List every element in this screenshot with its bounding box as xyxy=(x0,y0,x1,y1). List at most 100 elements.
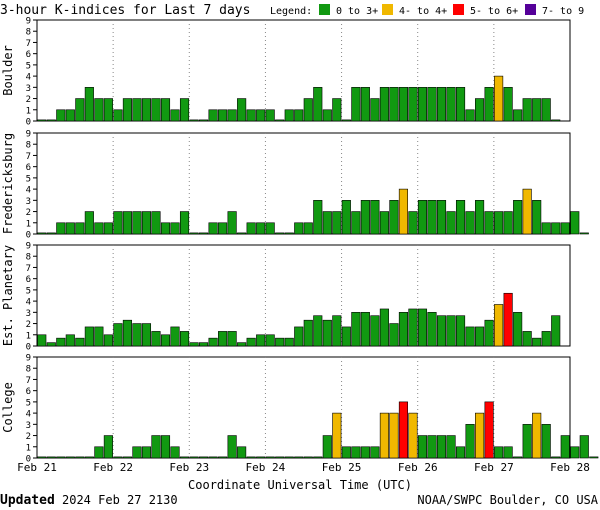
k-index-bar xyxy=(322,109,332,122)
k-index-bar xyxy=(237,446,247,459)
k-index-bar xyxy=(389,323,399,347)
k-index-bar xyxy=(379,412,389,459)
k-index-bar xyxy=(170,109,180,122)
k-index-bar xyxy=(265,109,275,122)
k-index-bar xyxy=(303,456,313,459)
k-index-bar xyxy=(436,315,447,347)
k-index-bar xyxy=(408,412,418,459)
k-index-bar xyxy=(179,331,190,347)
k-index-bar xyxy=(379,308,389,347)
k-index-bar xyxy=(541,98,551,122)
k-index-bar xyxy=(408,308,418,347)
k-index-bar xyxy=(522,98,532,122)
k-index-bar xyxy=(351,312,361,347)
k-index-bar xyxy=(227,211,237,235)
legend-item-label: 4- to 4+ xyxy=(399,6,447,17)
k-index-bar xyxy=(37,456,47,459)
k-index-bar xyxy=(541,222,551,235)
y-tick-label: 3 xyxy=(26,421,31,431)
x-tick-label: Feb 23 xyxy=(169,461,209,474)
k-index-bar xyxy=(160,435,171,459)
k-index-bar xyxy=(579,435,589,459)
k-index-bar xyxy=(389,412,399,459)
k-index-bar xyxy=(332,412,342,459)
k-index-bar xyxy=(189,456,199,459)
legend-swatch xyxy=(453,4,464,15)
y-tick-label: 8 xyxy=(26,141,31,151)
y-tick-label: 4 xyxy=(26,186,31,196)
k-index-bar xyxy=(351,446,361,459)
k-index-bar xyxy=(465,211,475,235)
k-index-bar xyxy=(513,456,523,459)
y-tick-label: 3 xyxy=(26,84,31,94)
k-index-bar xyxy=(265,222,275,235)
k-index-bar xyxy=(551,456,561,459)
k-index-bar xyxy=(503,292,513,347)
k-index-bar xyxy=(360,200,370,235)
k-index-bar xyxy=(199,232,209,235)
y-tick-label: 8 xyxy=(26,28,31,38)
k-index-bar xyxy=(189,342,199,347)
footer-credit: NOAA/SWPC Boulder, CO USA xyxy=(417,493,598,507)
y-tick-label: 9 xyxy=(26,242,31,252)
k-index-bar xyxy=(494,304,504,347)
k-index-bar xyxy=(313,87,323,122)
legend-item-label: 5- to 6+ xyxy=(470,6,518,17)
x-axis-day-labels: Feb 21 Feb 22 Feb 23 Feb 24 Feb 25 Feb 26 Feb … xyxy=(17,461,590,474)
k-index-bar xyxy=(475,98,485,122)
y-tick-label: 6 xyxy=(26,387,31,397)
k-index-bar xyxy=(141,211,152,235)
k-index-bar xyxy=(227,435,237,459)
k-index-bar xyxy=(322,211,332,235)
k-index-bar xyxy=(141,98,152,122)
k-index-bar xyxy=(284,232,294,235)
k-index-bar xyxy=(94,222,104,235)
k-index-bar xyxy=(275,456,285,459)
k-index-bar xyxy=(65,334,75,347)
legend-label: Legend: xyxy=(270,6,312,17)
k-index-bar xyxy=(465,424,475,459)
k-index-bar xyxy=(398,401,408,459)
k-index-bar xyxy=(436,87,447,122)
y-tick-label: 4 xyxy=(26,298,31,308)
k-index-bar xyxy=(284,456,294,459)
k-index-bar xyxy=(455,200,466,235)
panel-station-label: Fredericksburg xyxy=(1,133,15,234)
k-index-bar xyxy=(427,87,437,122)
k-index-bar xyxy=(141,323,152,347)
k-index-bar xyxy=(246,337,256,347)
k-index-bar xyxy=(370,200,380,235)
k-index-bar xyxy=(532,337,542,347)
k-index-bar xyxy=(484,211,494,235)
k-index-bar xyxy=(313,456,323,459)
k-index-bar xyxy=(132,98,142,122)
k-index-bar xyxy=(436,435,447,459)
k-index-bar xyxy=(46,119,56,122)
k-index-bar xyxy=(322,435,332,459)
y-tick-label: 1 xyxy=(26,331,31,341)
k-index-bar xyxy=(75,222,85,235)
k-index-bar xyxy=(132,446,142,459)
k-index-bar xyxy=(465,326,475,347)
k-index-bar xyxy=(237,98,247,122)
y-tick-label: 2 xyxy=(26,320,31,330)
k-index-bar xyxy=(446,315,456,347)
y-tick-label: 8 xyxy=(26,365,31,375)
k-index-bar xyxy=(446,211,456,235)
k-index-bar xyxy=(446,87,456,122)
k-index-bar xyxy=(94,326,104,347)
k-index-bar xyxy=(294,326,304,347)
y-tick-label: 2 xyxy=(26,208,31,218)
k-index-bar xyxy=(389,87,399,122)
k-index-bar xyxy=(360,87,370,122)
k-index-bar xyxy=(151,435,161,459)
k-index-bar xyxy=(37,232,47,235)
k-index-bar xyxy=(398,312,408,347)
y-tick-label: 1 xyxy=(26,106,31,116)
y-tick-label: 6 xyxy=(26,275,31,285)
k-index-bar xyxy=(370,98,380,122)
k-index-bar xyxy=(179,456,190,459)
